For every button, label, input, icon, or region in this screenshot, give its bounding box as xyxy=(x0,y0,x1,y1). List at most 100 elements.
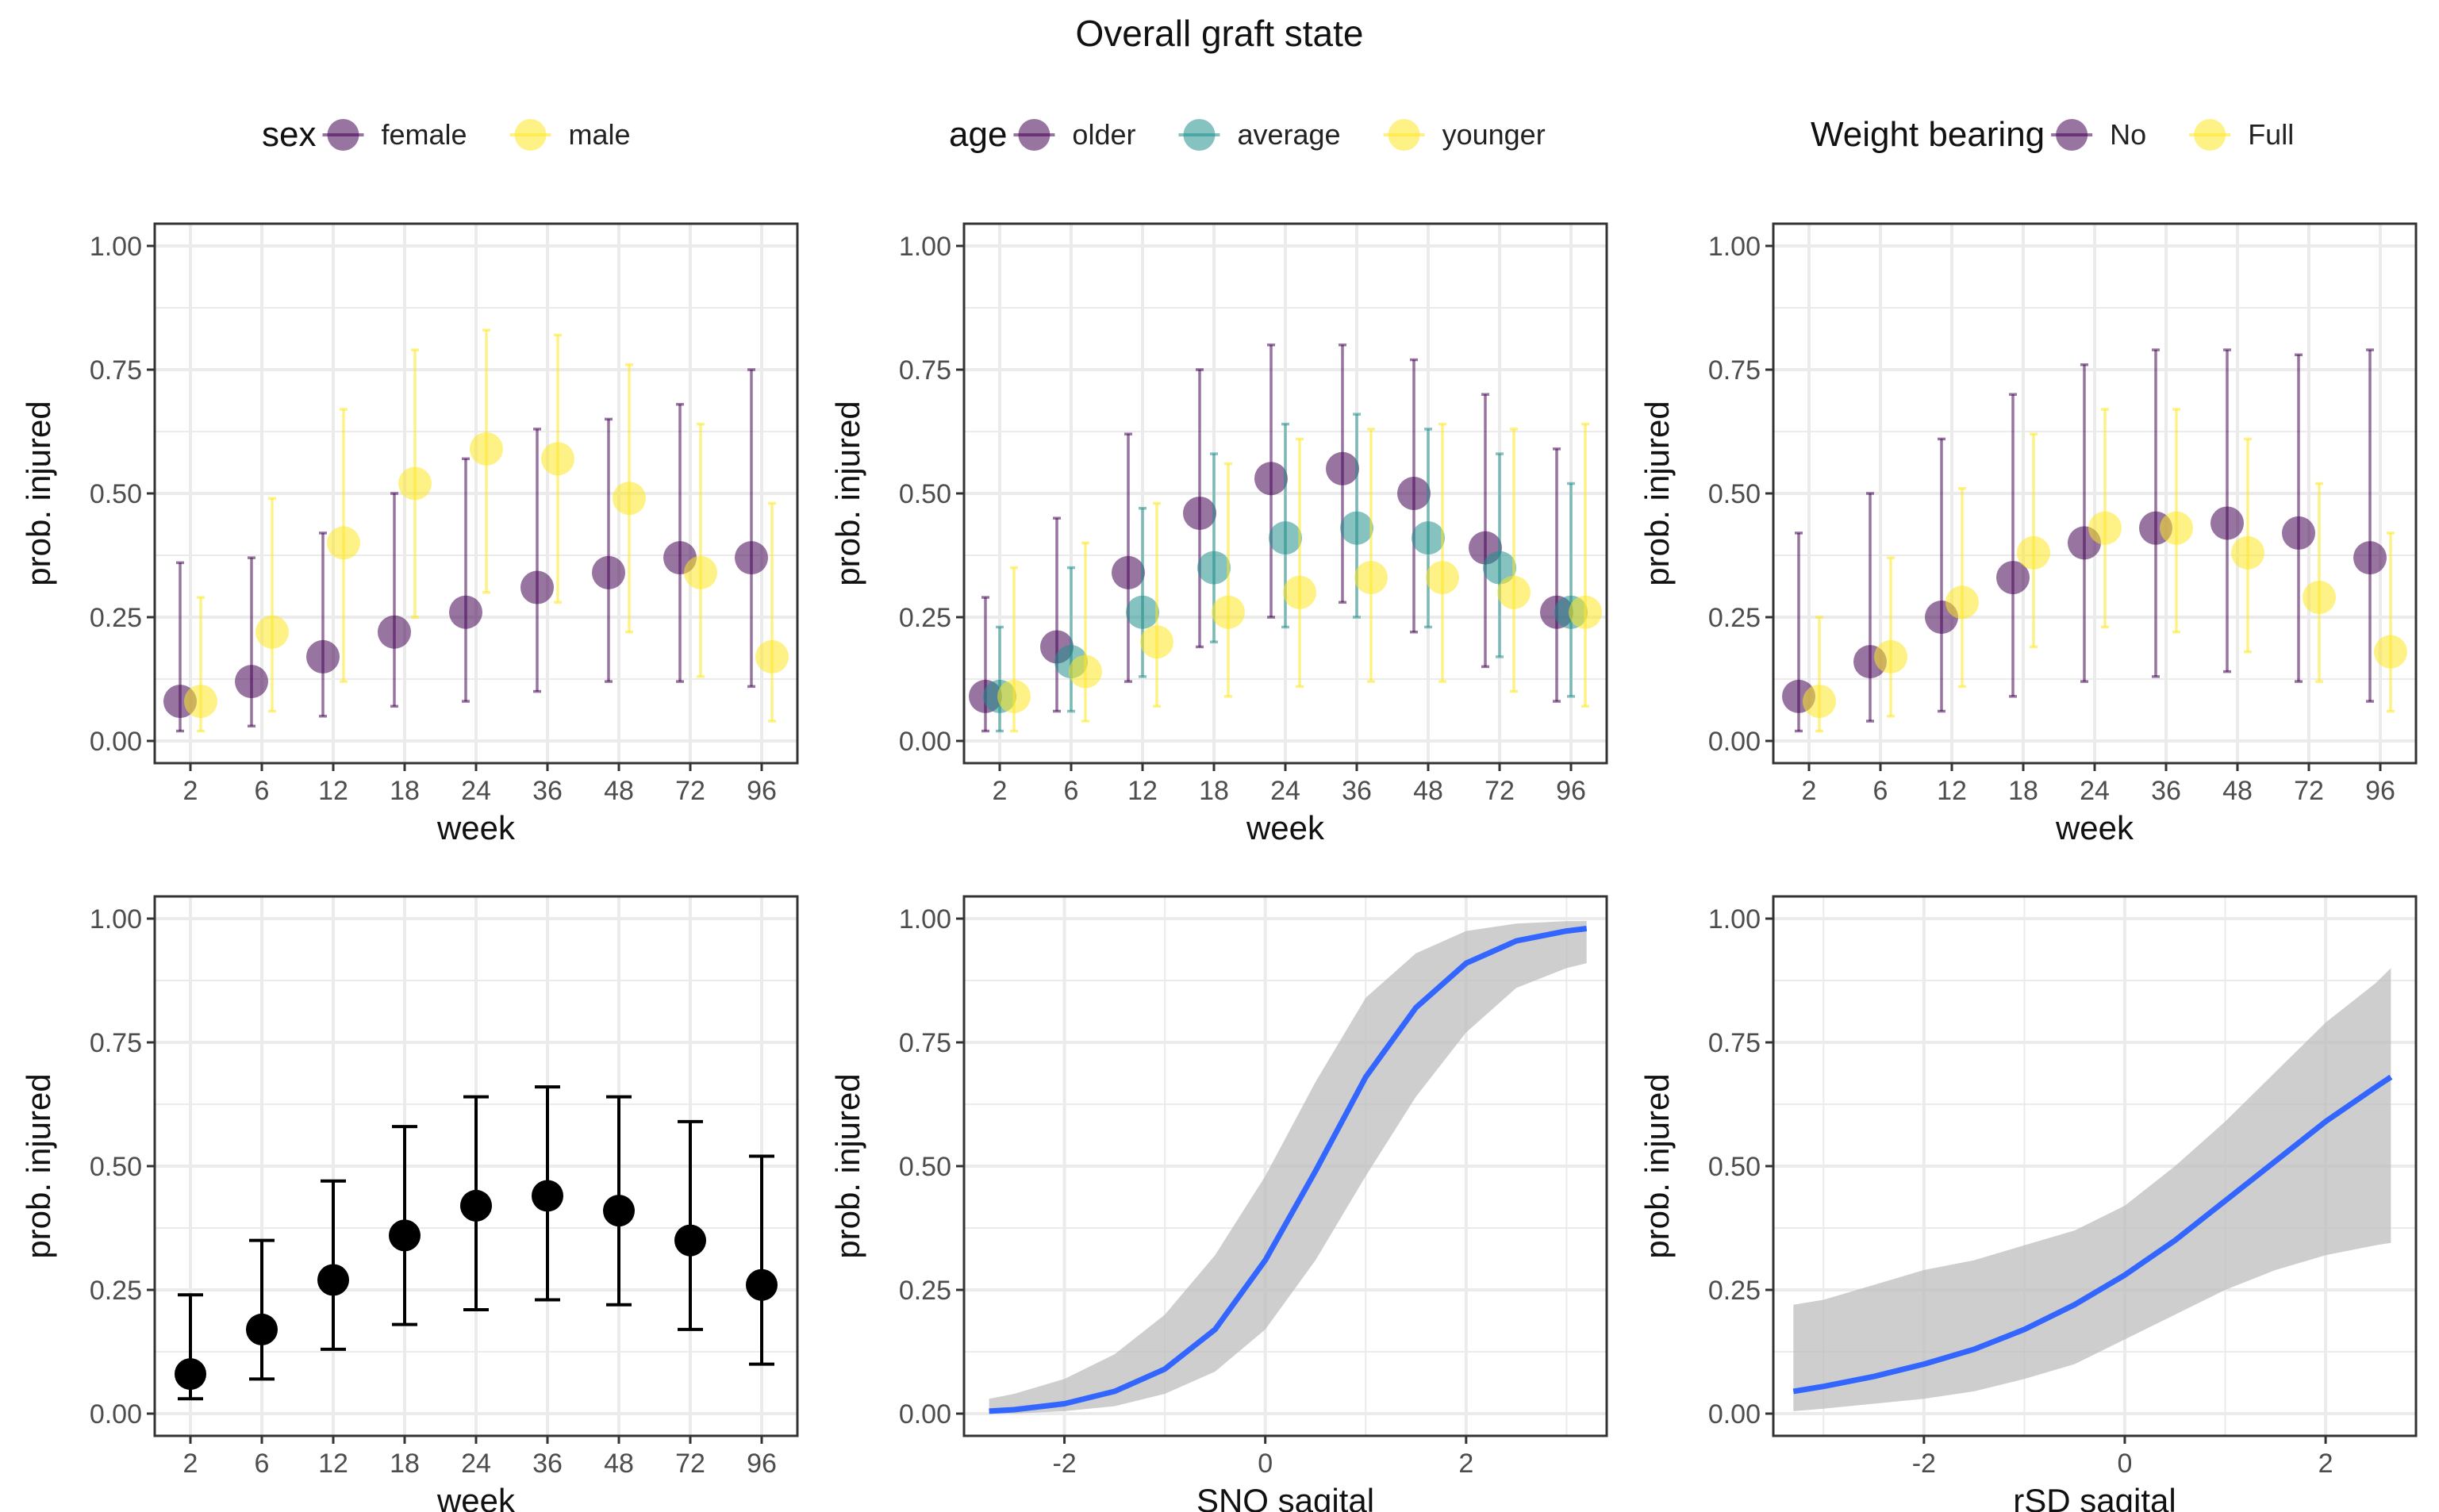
x-tick-label: 18 xyxy=(390,1449,420,1479)
legend-key-male: male xyxy=(509,118,631,151)
data-point xyxy=(1412,521,1445,555)
legend-age: age older average younger xyxy=(949,115,1546,154)
y-axis-label: prob. injured xyxy=(20,401,57,585)
data-point xyxy=(1426,561,1459,595)
panel-border xyxy=(153,895,799,1437)
x-tick-label: 6 xyxy=(1873,776,1888,806)
data-point xyxy=(1069,654,1102,689)
y-tick-label: 0.50 xyxy=(1708,479,1761,509)
x-tick-label: 96 xyxy=(747,776,777,806)
legend-sex: sex female male xyxy=(262,115,631,154)
data-point xyxy=(306,639,340,673)
confidence-ribbon xyxy=(989,921,1587,1414)
panel-border xyxy=(153,222,799,765)
data-point xyxy=(1803,685,1836,719)
y-tick-label: 0.25 xyxy=(899,1276,951,1306)
panel-border xyxy=(1772,222,2418,765)
y-axis-label: prob. injured xyxy=(1638,1073,1676,1258)
data-point xyxy=(175,1358,206,1391)
data-point xyxy=(592,555,625,589)
x-axis-label: SNQ sagital xyxy=(1196,1482,1374,1512)
x-tick-label: 6 xyxy=(255,776,270,806)
data-point xyxy=(541,442,574,476)
data-point xyxy=(317,1264,349,1296)
data-point xyxy=(460,1189,492,1222)
data-point xyxy=(603,1195,635,1227)
data-point xyxy=(1397,477,1431,510)
data-point xyxy=(1254,462,1288,496)
legend-key-point xyxy=(514,119,547,151)
x-tick-label: 24 xyxy=(461,776,491,806)
data-point xyxy=(398,466,432,501)
y-tick-label: 0.25 xyxy=(899,603,951,633)
series-No xyxy=(1782,348,2387,733)
legend-key-average: average xyxy=(1178,118,1341,151)
y-tick-label: 0.00 xyxy=(90,727,142,757)
legend-label: No xyxy=(2110,118,2146,151)
legend-key-Full: Full xyxy=(2189,118,2294,151)
data-point xyxy=(1483,551,1516,585)
legend-label: younger xyxy=(1442,118,1546,151)
y-tick-label: 1.00 xyxy=(1708,904,1761,934)
figure-title: Overall graft state xyxy=(1075,13,1363,54)
x-tick-label: 24 xyxy=(2080,776,2110,806)
data-point xyxy=(1126,595,1159,629)
panel-age: 0.00 0.25 0.50 0.75 1.00 2 6 12 18 24 36 48 72 96 week… xyxy=(829,222,1608,846)
data-point xyxy=(2231,535,2264,570)
data-point xyxy=(735,541,768,575)
data-point xyxy=(2088,511,2122,545)
y-tick-label: 0.50 xyxy=(90,1152,142,1182)
series-overall xyxy=(175,1085,778,1401)
legend-key-No: No xyxy=(2051,118,2146,151)
series-female xyxy=(163,368,768,733)
y-tick-label: 1.00 xyxy=(90,904,142,934)
panel-weight: 0.00 0.25 0.50 0.75 1.00 2 6 12 18 24 36 48 72 96 week… xyxy=(1638,222,2418,846)
y-tick-label: 0.50 xyxy=(899,1152,951,1182)
data-point xyxy=(2303,581,2336,615)
x-tick-label: 6 xyxy=(1064,776,1079,806)
panel-sex: 0.00 0.25 0.50 0.75 1.00 2 6 12 18 24 36 48 72 96 week… xyxy=(20,222,799,846)
legend-title: age xyxy=(949,115,1007,154)
data-point xyxy=(235,665,268,699)
x-tick-label: 2 xyxy=(183,1449,198,1479)
x-tick-label: 72 xyxy=(675,776,705,806)
y-tick-label: 0.00 xyxy=(899,1399,951,1429)
x-tick-label: 18 xyxy=(1199,776,1229,806)
y-tick-label: 0.75 xyxy=(899,1028,951,1058)
fit-line xyxy=(989,926,1588,1414)
legend-key-female: female xyxy=(322,118,467,151)
data-point xyxy=(2210,506,2244,540)
legend-label: Full xyxy=(2248,118,2294,151)
x-tick-label: 48 xyxy=(2222,776,2253,806)
data-point xyxy=(684,555,717,589)
series-Full xyxy=(1803,408,2407,733)
data-point xyxy=(184,685,217,719)
x-tick-label: 24 xyxy=(1270,776,1300,806)
y-tick-label: 0.00 xyxy=(1708,1399,1761,1429)
legend-label: older xyxy=(1072,118,1135,151)
y-tick-label: 0.75 xyxy=(1708,1028,1761,1058)
x-tick-label: -2 xyxy=(1052,1449,1076,1479)
y-tick-label: 1.00 xyxy=(1708,232,1761,262)
y-tick-label: 0.50 xyxy=(90,479,142,509)
x-tick-label: 18 xyxy=(390,776,420,806)
x-tick-label: 2 xyxy=(993,776,1008,806)
legend-key-younger: younger xyxy=(1383,118,1546,151)
legend-key-older: older xyxy=(1013,118,1135,151)
data-point xyxy=(1183,496,1216,530)
x-tick-label: 36 xyxy=(532,1449,563,1479)
y-tick-label: 1.00 xyxy=(90,232,142,262)
x-axis-label: rSD sagital xyxy=(2013,1482,2176,1512)
legend-key-point xyxy=(1183,119,1216,151)
x-tick-label: 24 xyxy=(461,1449,491,1479)
y-tick-label: 0.50 xyxy=(1708,1152,1761,1182)
data-point xyxy=(2282,516,2315,550)
panel-snq: 0.00 0.25 0.50 0.75 1.00 -2 0 2 SNQ sagital prob.… xyxy=(829,895,1608,1512)
data-point xyxy=(746,1268,778,1301)
data-point xyxy=(327,526,360,560)
data-point xyxy=(1569,595,1602,629)
data-point xyxy=(1283,575,1316,609)
data-point xyxy=(1140,625,1173,659)
y-tick-label: 0.00 xyxy=(1708,727,1761,757)
